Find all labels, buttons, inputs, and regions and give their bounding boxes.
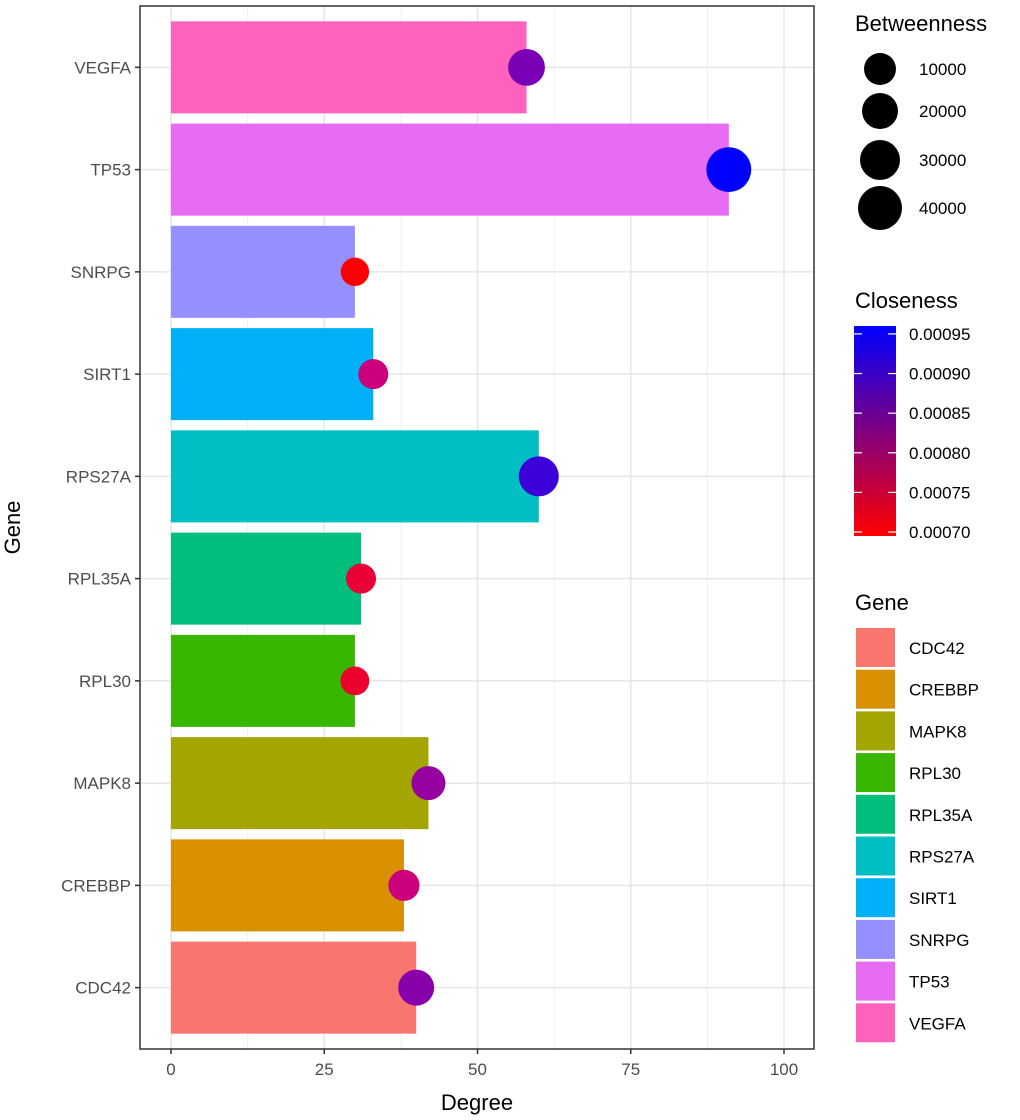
legend-gene-label: RPS27A xyxy=(909,848,975,867)
legend-closeness: Closeness 0.00070 0.00075 0.00080 0.00085 0.… xyxy=(854,288,970,542)
legend-gene-label: TP53 xyxy=(909,973,950,992)
legend-gene-swatch xyxy=(856,961,895,1001)
legend-closeness-title: Closeness xyxy=(855,288,958,313)
legend-size-key xyxy=(864,53,896,85)
y-tick-label: CREBBP xyxy=(61,876,131,895)
x-tick-label: 25 xyxy=(315,1060,334,1079)
bar-rps27a xyxy=(171,430,539,523)
point-cdc42 xyxy=(398,969,435,1006)
legend-gene: Gene CDC42 CREBBP MAPK8 RPL30 RPL35A RPS27A SI… xyxy=(855,590,979,1043)
x-tick-label: 0 xyxy=(166,1060,175,1079)
colorbar-label: 0.00075 xyxy=(909,483,970,502)
legend-gene-label: RPL35A xyxy=(909,806,973,825)
colorbar-label: 0.00070 xyxy=(909,523,970,542)
bar-mapk8 xyxy=(171,737,429,830)
bar-rpl35a xyxy=(171,532,362,625)
y-tick-label: CDC42 xyxy=(75,979,131,998)
bars xyxy=(171,21,729,1034)
legend-size-key xyxy=(860,140,900,180)
y-tick-label: RPL35A xyxy=(68,570,132,589)
legend-gene-swatch xyxy=(856,1003,895,1043)
y-tick-label: RPS27A xyxy=(66,467,132,486)
legend-gene-swatch xyxy=(856,753,895,793)
legend-gene-swatch xyxy=(856,628,895,667)
bar-sirt1 xyxy=(171,328,374,421)
y-tick-label: MAPK8 xyxy=(73,774,131,793)
bar-vegfa xyxy=(171,21,527,114)
legend-gene-label: VEGFA xyxy=(909,1014,966,1033)
legend-gene-swatch xyxy=(856,794,895,834)
legend-gene-label: CREBBP xyxy=(909,681,979,700)
point-tp53 xyxy=(706,147,752,193)
bar-snrpg xyxy=(171,225,355,318)
y-axis: CDC42 CREBBP MAPK8 RPL30 RPL35A RPS27A SIRT1 SN… xyxy=(61,58,140,998)
y-axis-title: Gene xyxy=(0,501,25,555)
point-sirt1 xyxy=(358,359,389,390)
x-tick-label: 75 xyxy=(621,1060,640,1079)
point-mapk8 xyxy=(411,766,446,801)
legend-gene-label: SNRPG xyxy=(909,931,969,950)
legend-size-label: 30000 xyxy=(919,151,966,170)
y-tick-label: RPL30 xyxy=(79,672,131,691)
legend-gene-title: Gene xyxy=(855,590,909,615)
y-tick-label: TP53 xyxy=(90,161,131,180)
legend-betweenness: Betweenness 10000 20000 30000 40000 xyxy=(855,11,987,230)
point-snrpg xyxy=(340,257,370,287)
colorbar-label: 0.00090 xyxy=(909,365,970,384)
closeness-colorbar xyxy=(854,326,896,536)
legend-gene-label: RPL30 xyxy=(909,764,961,783)
colorbar-label: 0.00095 xyxy=(909,325,970,344)
y-tick-label: VEGFA xyxy=(74,58,131,77)
point-rpl35a xyxy=(346,563,377,594)
legend-gene-swatch xyxy=(856,669,895,709)
x-axis-title: Degree xyxy=(441,1090,513,1115)
legend-gene-swatch xyxy=(856,711,895,751)
point-crebbp xyxy=(388,869,420,901)
bar-cdc42 xyxy=(171,941,417,1034)
legend-gene-swatch xyxy=(856,919,895,959)
point-rpl30 xyxy=(340,666,370,696)
point-vegfa xyxy=(508,48,545,86)
legend-betweenness-title: Betweenness xyxy=(855,11,987,36)
y-tick-label: SNRPG xyxy=(71,263,131,282)
point-rps27a xyxy=(518,456,559,497)
bar-crebbp xyxy=(171,839,404,932)
legend-size-key xyxy=(858,186,902,230)
legend-size-label: 10000 xyxy=(919,60,966,79)
legend-gene-label: CDC42 xyxy=(909,639,965,658)
bar-tp53 xyxy=(171,123,729,216)
legend-size-label: 40000 xyxy=(919,199,966,218)
points xyxy=(340,48,752,1006)
legend-gene-swatch xyxy=(856,878,895,918)
legend-gene-swatch xyxy=(856,836,895,876)
x-tick-label: 100 xyxy=(770,1060,798,1079)
x-axis: 0 25 50 75 100 xyxy=(166,1049,798,1079)
colorbar-label: 0.00080 xyxy=(909,444,970,463)
y-tick-label: SIRT1 xyxy=(83,365,131,384)
legend-size-key xyxy=(862,93,898,129)
bar-rpl30 xyxy=(171,634,355,727)
legend-gene-label: SIRT1 xyxy=(909,889,957,908)
x-tick-label: 50 xyxy=(468,1060,487,1079)
colorbar-label: 0.00085 xyxy=(909,404,970,423)
legend-size-label: 20000 xyxy=(919,102,966,121)
legend-gene-label: MAPK8 xyxy=(909,722,967,741)
